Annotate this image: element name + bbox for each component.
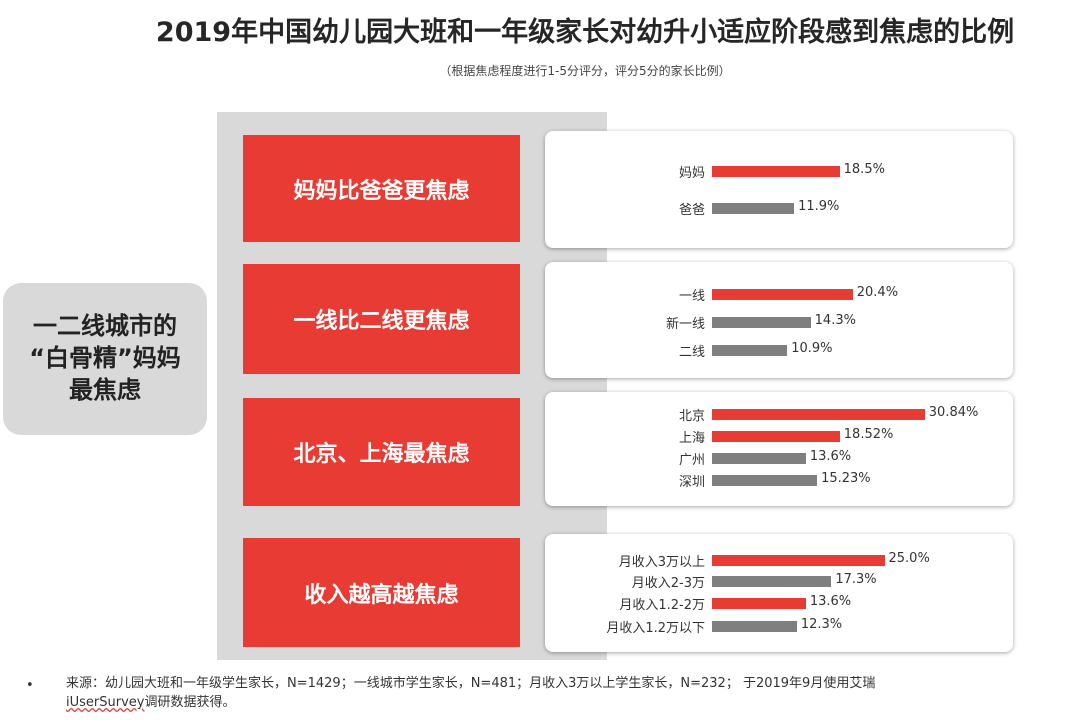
category-label: 广州 — [678, 453, 705, 468]
category-label: 一线 — [678, 289, 705, 304]
data-label: 18.5% — [843, 162, 885, 177]
bar — [712, 555, 885, 566]
category-label: 爸爸 — [678, 203, 705, 218]
source-note-rest: 调研数据获得。 — [144, 695, 236, 710]
bar-chart-card: 一线 20.4% 新一线 14.3% 二线 10.9% — [545, 262, 1013, 378]
data-label: 25.0% — [888, 551, 930, 566]
chart-title: 2019年中国幼儿园大班和一年级家长对幼升小适应阶段感到焦虑的比例 — [155, 17, 1015, 48]
bar-row: 月收入3万以上 25.0% — [545, 551, 1013, 570]
group-label-box: 妈妈比爸爸更焦虑 — [243, 135, 520, 242]
data-label: 11.9% — [798, 199, 840, 214]
left-summary-text: 一二线城市的 “白骨精”妈妈 最焦虑 — [29, 312, 181, 404]
bar-chart-card: 月收入3万以上 25.0% 月收入2-3万 17.3% 月收入1.2-2万 13.6% 月收… — [545, 534, 1013, 652]
category-label: 新一线 — [665, 317, 705, 332]
bar — [712, 576, 832, 587]
category-label: 月收入2-3万 — [631, 576, 705, 591]
bar-chart-card: 北京 30.84% 上海 18.52% 广州 13.6% 深圳 15.23% — [545, 392, 1013, 506]
bar — [712, 453, 806, 464]
bar-row: 月收入1.2-2万 13.6% — [545, 594, 1013, 613]
data-label: 17.3% — [835, 572, 877, 587]
bar-row: 爸爸 11.9% — [545, 199, 1013, 218]
bar-row: 二线 10.9% — [545, 341, 1013, 360]
data-label: 13.6% — [809, 594, 852, 609]
bar-row: 妈妈 18.5% — [545, 162, 1013, 181]
bar-row: 月收入2-3万 17.3% — [545, 572, 1013, 591]
group-label-box: 一线比二线更焦虑 — [243, 264, 520, 374]
group-label: 一线比二线更焦虑 — [293, 309, 470, 334]
bar-row: 一线 20.4% — [545, 285, 1013, 304]
left-summary-box: 一二线城市的 “白骨精”妈妈 最焦虑 — [3, 283, 207, 435]
category-label: 二线 — [678, 345, 705, 360]
source-note-line1: 来源：幼儿园大班和一年级学生家长，N=1429；一线城市学生家长，N=481；月… — [66, 676, 876, 691]
bar-row: 北京 30.84% — [545, 405, 1013, 424]
category-label: 月收入3万以上 — [618, 555, 705, 570]
source-brand: iUserSurvey — [66, 695, 145, 710]
bar-row: 广州 13.6% — [545, 449, 1013, 468]
bar — [712, 431, 840, 442]
category-label: 北京 — [678, 409, 705, 424]
group-label: 妈妈比爸爸更焦虑 — [293, 178, 470, 204]
bar — [712, 203, 795, 214]
data-label: 15.23% — [821, 471, 871, 486]
chart-subtitle: （根据焦虑程度进行1-5分评分，评分5分的家长比例） — [439, 64, 731, 78]
category-label: 月收入1.2-2万 — [619, 598, 705, 613]
bar — [712, 289, 853, 300]
bar — [712, 475, 818, 486]
source-note-line2: iUserSurvey调研数据获得。 — [66, 693, 1046, 712]
group-label-box: 收入越高越焦虑 — [243, 538, 520, 647]
bar-chart-card: 妈妈 18.5% 爸爸 11.9% — [545, 131, 1013, 248]
bar — [712, 409, 925, 420]
bar — [712, 317, 811, 328]
data-label: 20.4% — [856, 285, 899, 300]
data-label: 14.3% — [814, 313, 856, 328]
group-label-box: 北京、上海最焦虑 — [243, 398, 520, 506]
category-label: 深圳 — [678, 475, 705, 490]
footer-bullet: • — [26, 678, 34, 693]
data-label: 13.6% — [809, 449, 852, 464]
data-label: 12.3% — [800, 617, 843, 632]
bar-row: 月收入1.2万以下 12.3% — [545, 617, 1013, 636]
bar-row: 深圳 15.23% — [545, 471, 1013, 490]
bar — [712, 166, 840, 177]
bar-row: 上海 18.52% — [545, 427, 1013, 446]
data-label: 30.84% — [928, 405, 979, 420]
bar-row: 新一线 14.3% — [545, 313, 1013, 332]
category-label: 妈妈 — [678, 166, 705, 181]
group-label: 北京、上海最焦虑 — [293, 442, 470, 467]
bar — [712, 598, 806, 609]
source-note: 来源：幼儿园大班和一年级学生家长，N=1429；一线城市学生家长，N=481；月… — [66, 674, 1046, 712]
bar — [712, 345, 788, 356]
category-label: 上海 — [678, 431, 705, 446]
bar — [712, 621, 797, 632]
category-label: 月收入1.2万以下 — [606, 621, 705, 636]
group-label: 收入越高越焦虑 — [304, 582, 459, 608]
data-label: 10.9% — [791, 341, 833, 356]
data-label: 18.52% — [843, 427, 894, 442]
